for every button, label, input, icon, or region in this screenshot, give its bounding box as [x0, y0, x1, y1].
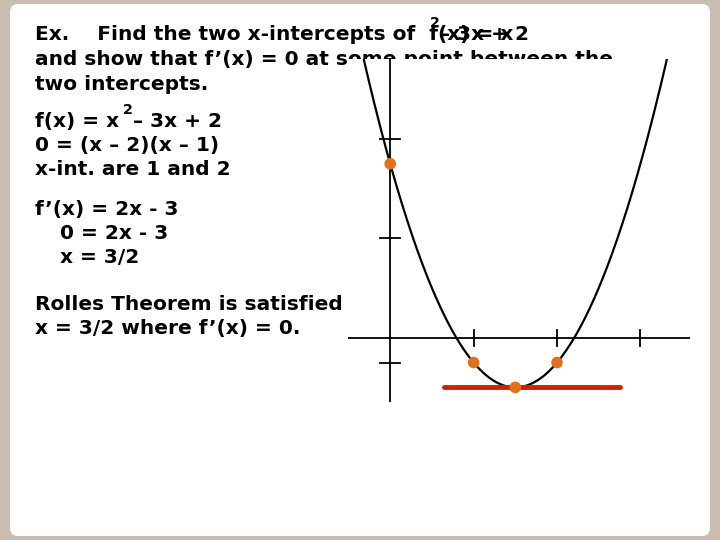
- Point: [384, 159, 396, 168]
- Text: 0 = (x – 2)(x – 1): 0 = (x – 2)(x – 1): [35, 136, 219, 155]
- Text: 0 = 2x - 3: 0 = 2x - 3: [60, 224, 168, 243]
- Text: Rolles Theorem is satisfied as there is a point at: Rolles Theorem is satisfied as there is …: [35, 295, 587, 314]
- Point: [468, 358, 480, 367]
- Text: – 3x + 2: – 3x + 2: [133, 112, 222, 131]
- Text: f(x) = x: f(x) = x: [35, 112, 119, 131]
- Text: f’(x) = 2x - 3: f’(x) = 2x - 3: [35, 200, 179, 219]
- Text: – 3x + 2: – 3x + 2: [440, 25, 529, 44]
- Text: x = 3/2 where f’(x) = 0.: x = 3/2 where f’(x) = 0.: [35, 319, 300, 338]
- Text: two intercepts.: two intercepts.: [35, 75, 208, 94]
- Text: 2: 2: [430, 16, 440, 30]
- Text: x-int. are 1 and 2: x-int. are 1 and 2: [35, 160, 230, 179]
- Text: x = 3/2: x = 3/2: [60, 248, 139, 267]
- Point: [510, 383, 521, 391]
- Point: [552, 358, 563, 367]
- Text: 2: 2: [123, 103, 133, 117]
- Text: Ex.    Find the two x-intercepts of  f(x) = x: Ex. Find the two x-intercepts of f(x) = …: [35, 25, 513, 44]
- Text: and show that f’(x) = 0 at some point between the: and show that f’(x) = 0 at some point be…: [35, 50, 613, 69]
- FancyBboxPatch shape: [10, 4, 710, 536]
